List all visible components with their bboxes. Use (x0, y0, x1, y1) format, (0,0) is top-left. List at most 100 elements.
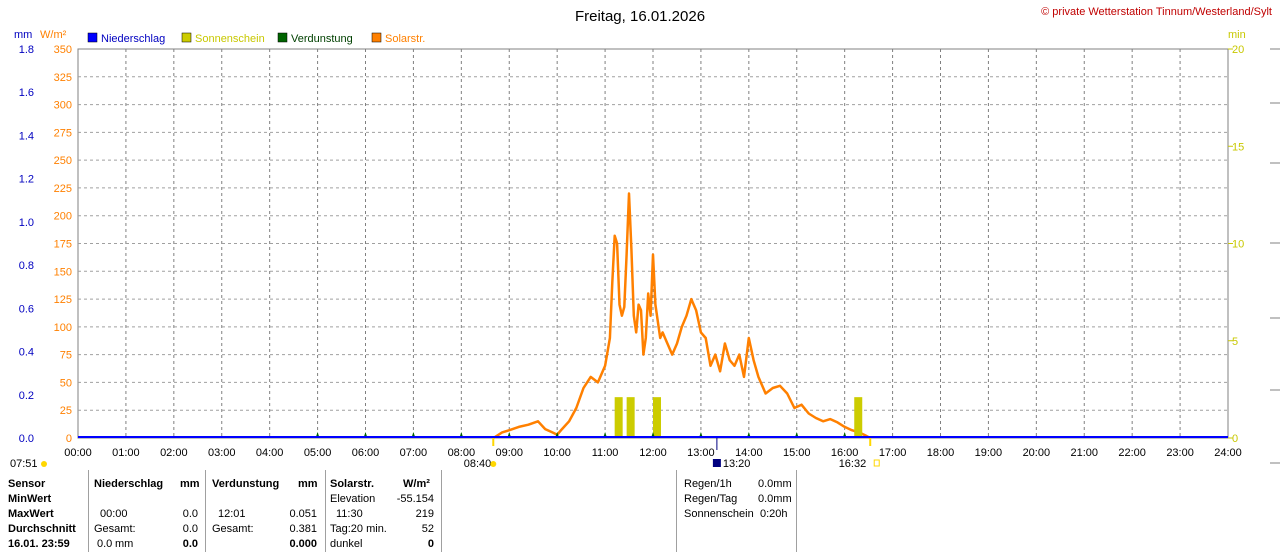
niederschlag-gesamt-value: 0.0 (182, 523, 198, 535)
niederschlag-max-value: 0.0 (182, 508, 198, 520)
series-sonnenschein-bar (854, 397, 863, 438)
solar-unit: W/m² (403, 478, 430, 490)
x-tick-label: 04:00 (256, 447, 284, 459)
x-tick-label: 00:00 (64, 447, 92, 459)
regen-1h-label: Regen/1h (684, 478, 732, 490)
solar-tag-value: 52 (421, 523, 434, 535)
niederschlag-max-time: 00:00 (100, 508, 128, 520)
y-tick-label-wm2: 25 (60, 405, 72, 417)
solar-dunkel-value: 0 (427, 538, 434, 550)
x-tick-label: 06:00 (352, 447, 380, 459)
legend-swatch (371, 32, 382, 43)
chart-legend: Niederschlag Sonnenschein Verdunstung Solar… (87, 32, 425, 45)
y-tick-label-wm2: 175 (54, 239, 72, 251)
x-tick-label: 24:00 (1214, 447, 1242, 459)
series-sonnenschein-bar (614, 397, 623, 438)
x-tick-label: 15:00 (783, 447, 811, 459)
y-tick-label-mm: 0.8 (19, 260, 34, 272)
y-tick-label-wm2: 275 (54, 127, 72, 139)
x-tick-label: 09:00 (495, 447, 523, 459)
verdunstung-header: Verdunstung (212, 478, 280, 490)
y-tick-label-wm2: 350 (54, 44, 72, 56)
y-tick-label-mm: 1.0 (19, 217, 34, 229)
y-tick-label-wm2: 250 (54, 155, 72, 167)
verdunstung-max-time: 12:01 (218, 508, 246, 520)
x-tick-label: 11:00 (592, 447, 619, 459)
legend-swatch (181, 32, 192, 43)
unit-wm2-label: W/m² (40, 29, 67, 41)
series-sonnenschein-bar (653, 397, 661, 438)
y-tick-label-wm2: 75 (60, 350, 72, 362)
x-tick-label: 17:00 (879, 447, 907, 459)
y-tick-label-min: 0 (1232, 433, 1238, 445)
y-tick-label-wm2: 150 (54, 266, 72, 278)
copyright-text: © private Wetterstation Tinnum/Westerlan… (1041, 6, 1272, 18)
noon-label: 13:20 (723, 458, 751, 470)
y-tick-label-mm: 0.4 (19, 347, 34, 359)
solar-elevation-value: -55.154 (396, 493, 434, 505)
last-date-label: 16.01. 23:59 (8, 538, 70, 550)
x-tick-label: 23:00 (1166, 447, 1194, 459)
x-tick-label: 01:00 (112, 447, 140, 459)
sonnenschein-label: Sonnenschein (684, 508, 754, 520)
niederschlag-unit: mm (180, 478, 200, 490)
verdunstung-last-bold: 0.000 (289, 538, 317, 550)
x-tick-label: 18:00 (927, 447, 955, 459)
y-tick-label-mm: 1.6 (19, 87, 34, 99)
y-tick-label-wm2: 100 (54, 322, 72, 334)
regen-1h-value: 0.0mm (758, 478, 792, 490)
x-tick-label: 14:00 (735, 447, 763, 459)
y-tick-label-wm2: 325 (54, 72, 72, 84)
x-tick-label: 05:00 (304, 447, 332, 459)
x-tick-label: 13:00 (687, 447, 715, 459)
durchschnitt-label: Durchschnitt (8, 523, 76, 535)
y-tick-label-min: 5 (1232, 336, 1238, 348)
x-tick-label: 10:00 (543, 447, 571, 459)
divider (88, 470, 89, 552)
x-tick-label: 08:00 (448, 447, 476, 459)
y-tick-label-wm2: 125 (54, 294, 72, 306)
solar-max-value: 219 (415, 508, 434, 520)
solar-max-time: 11:30 (336, 508, 363, 520)
divider (796, 470, 797, 552)
sensor-label: Sensor (8, 478, 46, 490)
weather-chart: 00:00 01:00 02:00 03:00 04:00 05:00 06:00 07:00… (10, 6, 1280, 470)
solar-tag-label: Tag:20 min. (330, 523, 387, 535)
sunrise-label: 07:51 (10, 458, 38, 470)
y-tick-label-min: 10 (1232, 239, 1244, 251)
divider (441, 470, 442, 552)
y-tick-label-wm2: 300 (54, 100, 72, 112)
verdunstung-max-value: 0.051 (289, 508, 317, 520)
x-tick-label: 07:00 (400, 447, 428, 459)
x-tick-label: 03:00 (208, 447, 236, 459)
y-tick-label-mm: 1.2 (19, 174, 34, 186)
y-tick-label-wm2: 50 (60, 377, 72, 389)
regen-tag-value: 0.0mm (758, 493, 792, 505)
legend-label: Sonnenschein (195, 33, 265, 45)
niederschlag-last-unit: mm (115, 538, 134, 550)
sunrise-icon (41, 461, 47, 467)
solar-start-label: 08:40 (464, 458, 492, 470)
x-tick-label: 16:00 (831, 447, 859, 459)
y-tick-label-mm: 0.6 (19, 303, 34, 315)
legend-swatch (87, 32, 98, 43)
y-tick-label-wm2: 200 (54, 211, 72, 223)
y-tick-label-mm: 0.0 (19, 433, 34, 445)
niederschlag-header: Niederschlag (94, 478, 164, 490)
y-tick-label-wm2: 225 (54, 183, 72, 195)
unit-min-label: min (1228, 29, 1246, 41)
niederschlag-last-value: 0.0 (97, 538, 113, 550)
solar-start-icon (490, 461, 497, 467)
y-tick-label-mm: 0.2 (19, 390, 34, 402)
series-solar-line (492, 192, 871, 440)
y-tick-label-min: 15 (1232, 141, 1244, 153)
unit-mm-label: mm (14, 29, 32, 41)
maxwert-label: MaxWert (8, 508, 54, 520)
minwert-label: MinWert (8, 493, 52, 505)
x-tick-label: 12:00 (639, 447, 667, 459)
verdunstung-gesamt-value: 0.381 (289, 523, 317, 535)
verdunstung-unit: mm (298, 478, 318, 490)
solar-end-label: 16:32 (839, 458, 867, 470)
regen-tag-label: Regen/Tag (684, 493, 738, 505)
x-tick-label: 20:00 (1023, 447, 1051, 459)
